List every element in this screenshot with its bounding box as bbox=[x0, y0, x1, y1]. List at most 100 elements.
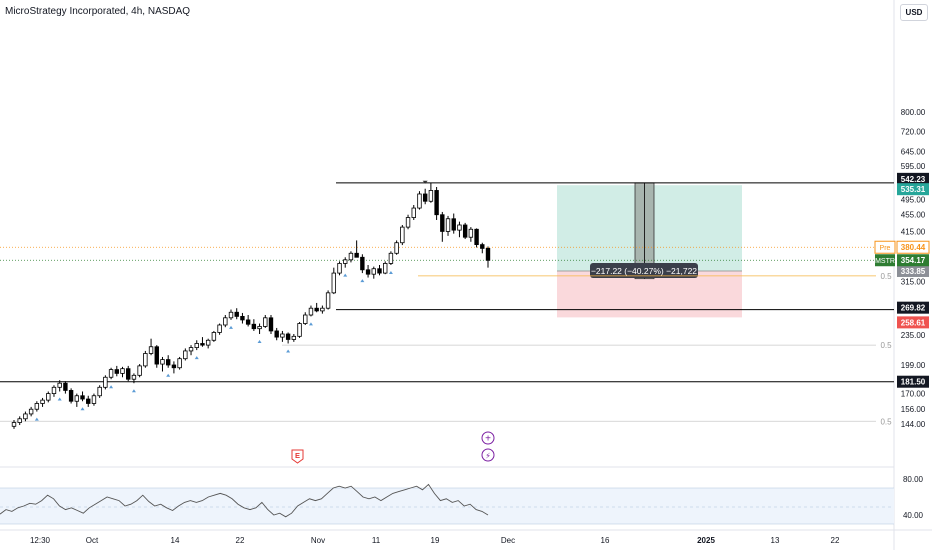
candle-body bbox=[80, 395, 85, 400]
candle-body bbox=[28, 408, 34, 415]
measure-label-text: −217.22 (−40.27%) −21,722 bbox=[591, 266, 697, 276]
candle-body bbox=[251, 323, 257, 330]
candle bbox=[245, 315, 251, 327]
candle bbox=[462, 222, 468, 240]
candle bbox=[377, 265, 382, 276]
candle bbox=[11, 420, 17, 429]
candle-body bbox=[462, 224, 468, 238]
candle-body bbox=[440, 214, 445, 232]
last-price-tag-label: MSTR bbox=[875, 258, 895, 265]
peak-marker bbox=[422, 180, 428, 184]
candle-body bbox=[91, 395, 97, 404]
time-axis-label: 19 bbox=[431, 536, 440, 545]
candle-body bbox=[354, 252, 359, 258]
last-price-tag-text: 354.17 bbox=[901, 256, 926, 265]
candle bbox=[194, 340, 199, 351]
earnings-badge: E bbox=[291, 449, 304, 464]
rsi-tick: 80.00 bbox=[903, 475, 924, 484]
candle-body bbox=[17, 418, 22, 423]
candle bbox=[411, 205, 416, 220]
candle bbox=[365, 265, 371, 278]
rsi-tick: 40.00 bbox=[903, 511, 924, 520]
candle-body bbox=[297, 323, 302, 337]
signal-marker bbox=[80, 407, 85, 411]
candle-body bbox=[177, 358, 182, 369]
candle-body bbox=[377, 268, 382, 274]
candle-body bbox=[485, 248, 491, 261]
signal-marker bbox=[194, 356, 199, 360]
candle-body bbox=[365, 269, 371, 275]
signal-marker bbox=[360, 279, 365, 283]
candle-body bbox=[108, 369, 114, 378]
rsi-line bbox=[0, 483, 489, 518]
time-axis-label: 22 bbox=[236, 536, 245, 545]
pre-price-tag-label-bg bbox=[874, 240, 896, 254]
currency-button[interactable]: USD bbox=[900, 4, 928, 21]
candle bbox=[165, 355, 171, 368]
candle-body bbox=[291, 335, 297, 340]
candle bbox=[200, 337, 205, 347]
price-axis-tick: 455.00 bbox=[901, 211, 926, 220]
candle bbox=[274, 327, 279, 341]
candle bbox=[103, 375, 108, 390]
candle-body bbox=[234, 311, 239, 317]
candle bbox=[468, 227, 474, 242]
candle-body bbox=[337, 263, 342, 274]
time-axis-label: 11 bbox=[372, 536, 381, 545]
candle-body bbox=[228, 311, 234, 319]
candle-body bbox=[285, 333, 291, 340]
candle-body bbox=[74, 395, 80, 402]
candle bbox=[183, 348, 188, 361]
candle bbox=[97, 385, 102, 398]
candle bbox=[308, 305, 314, 317]
candle-body bbox=[120, 368, 125, 374]
candle bbox=[434, 186, 439, 220]
signal-marker bbox=[257, 339, 262, 343]
candle-body bbox=[171, 364, 177, 369]
chart-title: MicroStrategy Incorporated, 4h, NASDAQ bbox=[5, 6, 191, 17]
candle-body bbox=[480, 244, 485, 249]
candle-body bbox=[388, 252, 394, 264]
candle-body bbox=[331, 272, 337, 294]
price-tag-text: 258.61 bbox=[901, 318, 926, 327]
earnings-badge-text: E bbox=[295, 451, 300, 460]
candle bbox=[268, 315, 274, 334]
candle bbox=[46, 391, 51, 403]
candle bbox=[51, 385, 57, 397]
signal-marker bbox=[343, 273, 348, 277]
candle-body bbox=[86, 398, 91, 404]
candle-body bbox=[325, 292, 331, 309]
signal-marker bbox=[57, 397, 62, 401]
price-axis-tick: 156.00 bbox=[901, 405, 926, 414]
price-tag-text: 181.50 bbox=[901, 378, 926, 387]
candle bbox=[337, 261, 342, 276]
candle bbox=[394, 240, 399, 255]
time-axis-label: Nov bbox=[311, 536, 325, 545]
price-axis-tick: 199.00 bbox=[901, 361, 926, 370]
candle bbox=[154, 345, 159, 368]
candle-body bbox=[445, 218, 451, 232]
candle bbox=[223, 315, 228, 328]
signal-marker bbox=[286, 349, 291, 353]
candle-body bbox=[343, 259, 348, 264]
candle bbox=[383, 261, 388, 275]
candle bbox=[320, 305, 325, 314]
signal-marker bbox=[229, 325, 234, 329]
candle-body bbox=[148, 346, 154, 354]
price-tag-bg bbox=[897, 316, 929, 329]
candle bbox=[217, 323, 222, 335]
candle bbox=[34, 401, 40, 412]
price-tag-text: 535.31 bbox=[901, 185, 926, 194]
candle bbox=[17, 416, 22, 426]
candle bbox=[343, 257, 348, 268]
price-axis-tick: 144.00 bbox=[901, 420, 926, 429]
candle bbox=[160, 356, 165, 372]
candle-body bbox=[303, 314, 308, 324]
candle-body bbox=[308, 307, 314, 316]
candle-body bbox=[63, 382, 68, 391]
candle bbox=[325, 290, 331, 310]
candle-body bbox=[137, 365, 142, 376]
candle-body bbox=[143, 353, 148, 367]
candle-body bbox=[160, 359, 165, 365]
